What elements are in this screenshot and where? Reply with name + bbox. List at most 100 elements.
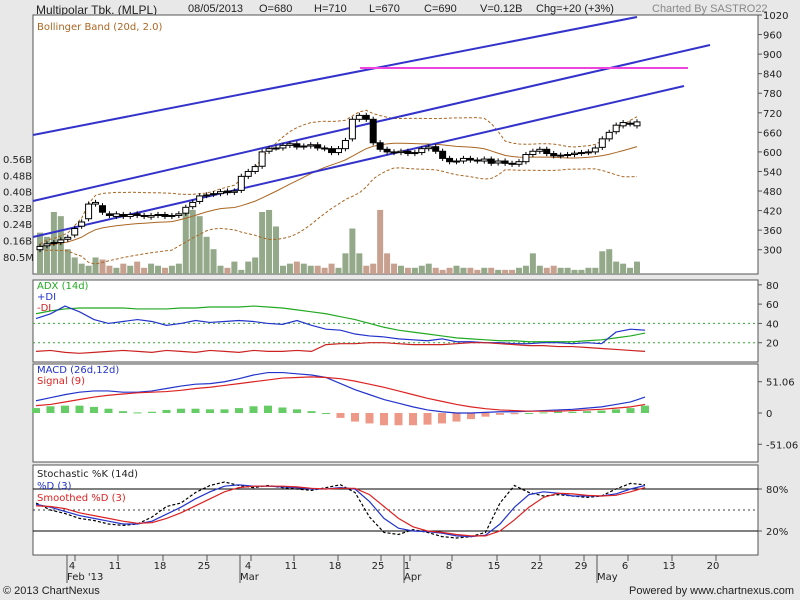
powered-by-link[interactable]: Powered by www.chartnexus.com bbox=[629, 585, 795, 597]
candle-body bbox=[258, 151, 266, 167]
volume-axis-label: 0.16B bbox=[3, 237, 32, 248]
macd-histogram-bar bbox=[423, 413, 432, 425]
macd-histogram-bar bbox=[307, 411, 316, 413]
stochastic-series-line bbox=[35, 484, 646, 538]
adx-axis-label: 40 bbox=[766, 319, 779, 330]
candle-body bbox=[404, 150, 412, 155]
volume-bar bbox=[384, 253, 391, 274]
volume-bar bbox=[43, 236, 50, 274]
price-axis-label: 1020 bbox=[763, 11, 788, 22]
stochastic-d-legend: %D (3) bbox=[37, 481, 72, 492]
volume-bar bbox=[620, 263, 627, 274]
candle-body bbox=[168, 214, 176, 217]
volume-bar bbox=[432, 267, 439, 274]
volume-bar bbox=[613, 261, 620, 274]
price-axis-label: 780 bbox=[763, 89, 782, 100]
volume-bar bbox=[259, 212, 266, 274]
adx-axis-label: 60 bbox=[766, 300, 779, 311]
candle-body bbox=[376, 142, 384, 150]
candle-body bbox=[244, 170, 252, 177]
volume-bar bbox=[474, 269, 481, 274]
price-axis-label: 480 bbox=[763, 187, 782, 198]
bollinger-label: Bollinger Band (20d, 2.0) bbox=[37, 22, 163, 33]
candle-body bbox=[501, 160, 509, 164]
volume-bar bbox=[564, 267, 571, 274]
candle-body bbox=[237, 175, 245, 191]
macd-histogram-bar bbox=[104, 408, 113, 413]
volume-bar bbox=[99, 259, 106, 274]
volume-bar bbox=[161, 267, 168, 274]
candle-body bbox=[605, 131, 613, 140]
volume-bar bbox=[37, 232, 43, 274]
volume-bar bbox=[370, 263, 377, 274]
volume-bar bbox=[106, 265, 113, 274]
candle-body bbox=[397, 150, 405, 154]
candle-body bbox=[98, 205, 106, 213]
macd-histogram-bar bbox=[554, 411, 562, 413]
macd-histogram-bar bbox=[75, 405, 84, 413]
volume-bar bbox=[509, 269, 516, 274]
channel-lower-line bbox=[32, 85, 685, 238]
price-axis-label: 840 bbox=[763, 70, 782, 81]
candle-body bbox=[355, 114, 363, 120]
bollinger-upper bbox=[39, 109, 638, 245]
volume-bar bbox=[397, 265, 404, 274]
candle-body bbox=[140, 214, 148, 217]
volume-bar bbox=[182, 212, 189, 274]
candle-body bbox=[182, 206, 190, 214]
macd-histogram-bar bbox=[61, 405, 69, 413]
volume-bar bbox=[529, 253, 536, 274]
candle-body bbox=[265, 148, 273, 152]
header-change: Chg=+20 (+3%) bbox=[536, 3, 614, 15]
macd-histogram-bar bbox=[641, 405, 649, 413]
header-close: C=690 bbox=[424, 3, 457, 15]
volume-bar bbox=[71, 257, 78, 274]
volume-bar bbox=[231, 261, 238, 274]
adx-legend: ADX (14d) bbox=[37, 281, 89, 292]
macd-series-line bbox=[35, 376, 646, 412]
candle-body bbox=[293, 143, 301, 148]
volume-bar bbox=[252, 257, 259, 274]
price-axis-label: 600 bbox=[763, 148, 782, 159]
candle-body bbox=[348, 118, 356, 140]
volume-bar bbox=[404, 267, 411, 274]
volume-bar bbox=[349, 228, 356, 274]
macd-axis-label: 0 bbox=[766, 409, 772, 420]
volume-bar bbox=[342, 253, 349, 274]
volume-bar bbox=[300, 263, 307, 274]
volume-bar bbox=[321, 267, 328, 274]
volume-bar bbox=[279, 265, 286, 274]
candle-body bbox=[362, 114, 370, 120]
adx-series-line bbox=[35, 342, 646, 354]
volume-bar bbox=[467, 267, 474, 274]
macd-histogram-bar bbox=[481, 413, 490, 417]
stochastic-axis-label: 20% bbox=[766, 527, 788, 538]
volume-bar bbox=[293, 261, 300, 274]
macd-histogram-bar bbox=[409, 413, 417, 426]
volume-bar bbox=[543, 267, 550, 274]
candle-body bbox=[216, 191, 224, 195]
candle-body bbox=[543, 148, 551, 155]
candle-body bbox=[571, 152, 579, 156]
x-tick-label: 18 bbox=[329, 561, 342, 572]
volume-bar bbox=[217, 265, 224, 274]
channel-upper-line bbox=[32, 16, 638, 136]
price-axis-label: 540 bbox=[763, 167, 782, 178]
volume-bar bbox=[238, 269, 245, 274]
signal-legend: Signal (9) bbox=[37, 376, 85, 387]
adx-series-line bbox=[35, 305, 646, 343]
volume-bar bbox=[120, 263, 127, 274]
volume-bar bbox=[439, 269, 446, 274]
stochastic-k-legend: Stochastic %K (14d) bbox=[37, 469, 138, 480]
volume-bar bbox=[391, 263, 398, 274]
minus-di-legend: -DI bbox=[37, 303, 51, 314]
volume-bar bbox=[446, 267, 453, 274]
header-date: 08/05/2013 bbox=[188, 3, 244, 15]
volume-bar bbox=[425, 263, 432, 274]
candle-body bbox=[369, 118, 377, 144]
volume-bar bbox=[196, 216, 203, 274]
candle-body bbox=[529, 150, 537, 156]
candle-body bbox=[584, 151, 592, 154]
candle-body bbox=[78, 221, 86, 227]
macd-histogram-bar bbox=[438, 413, 446, 424]
